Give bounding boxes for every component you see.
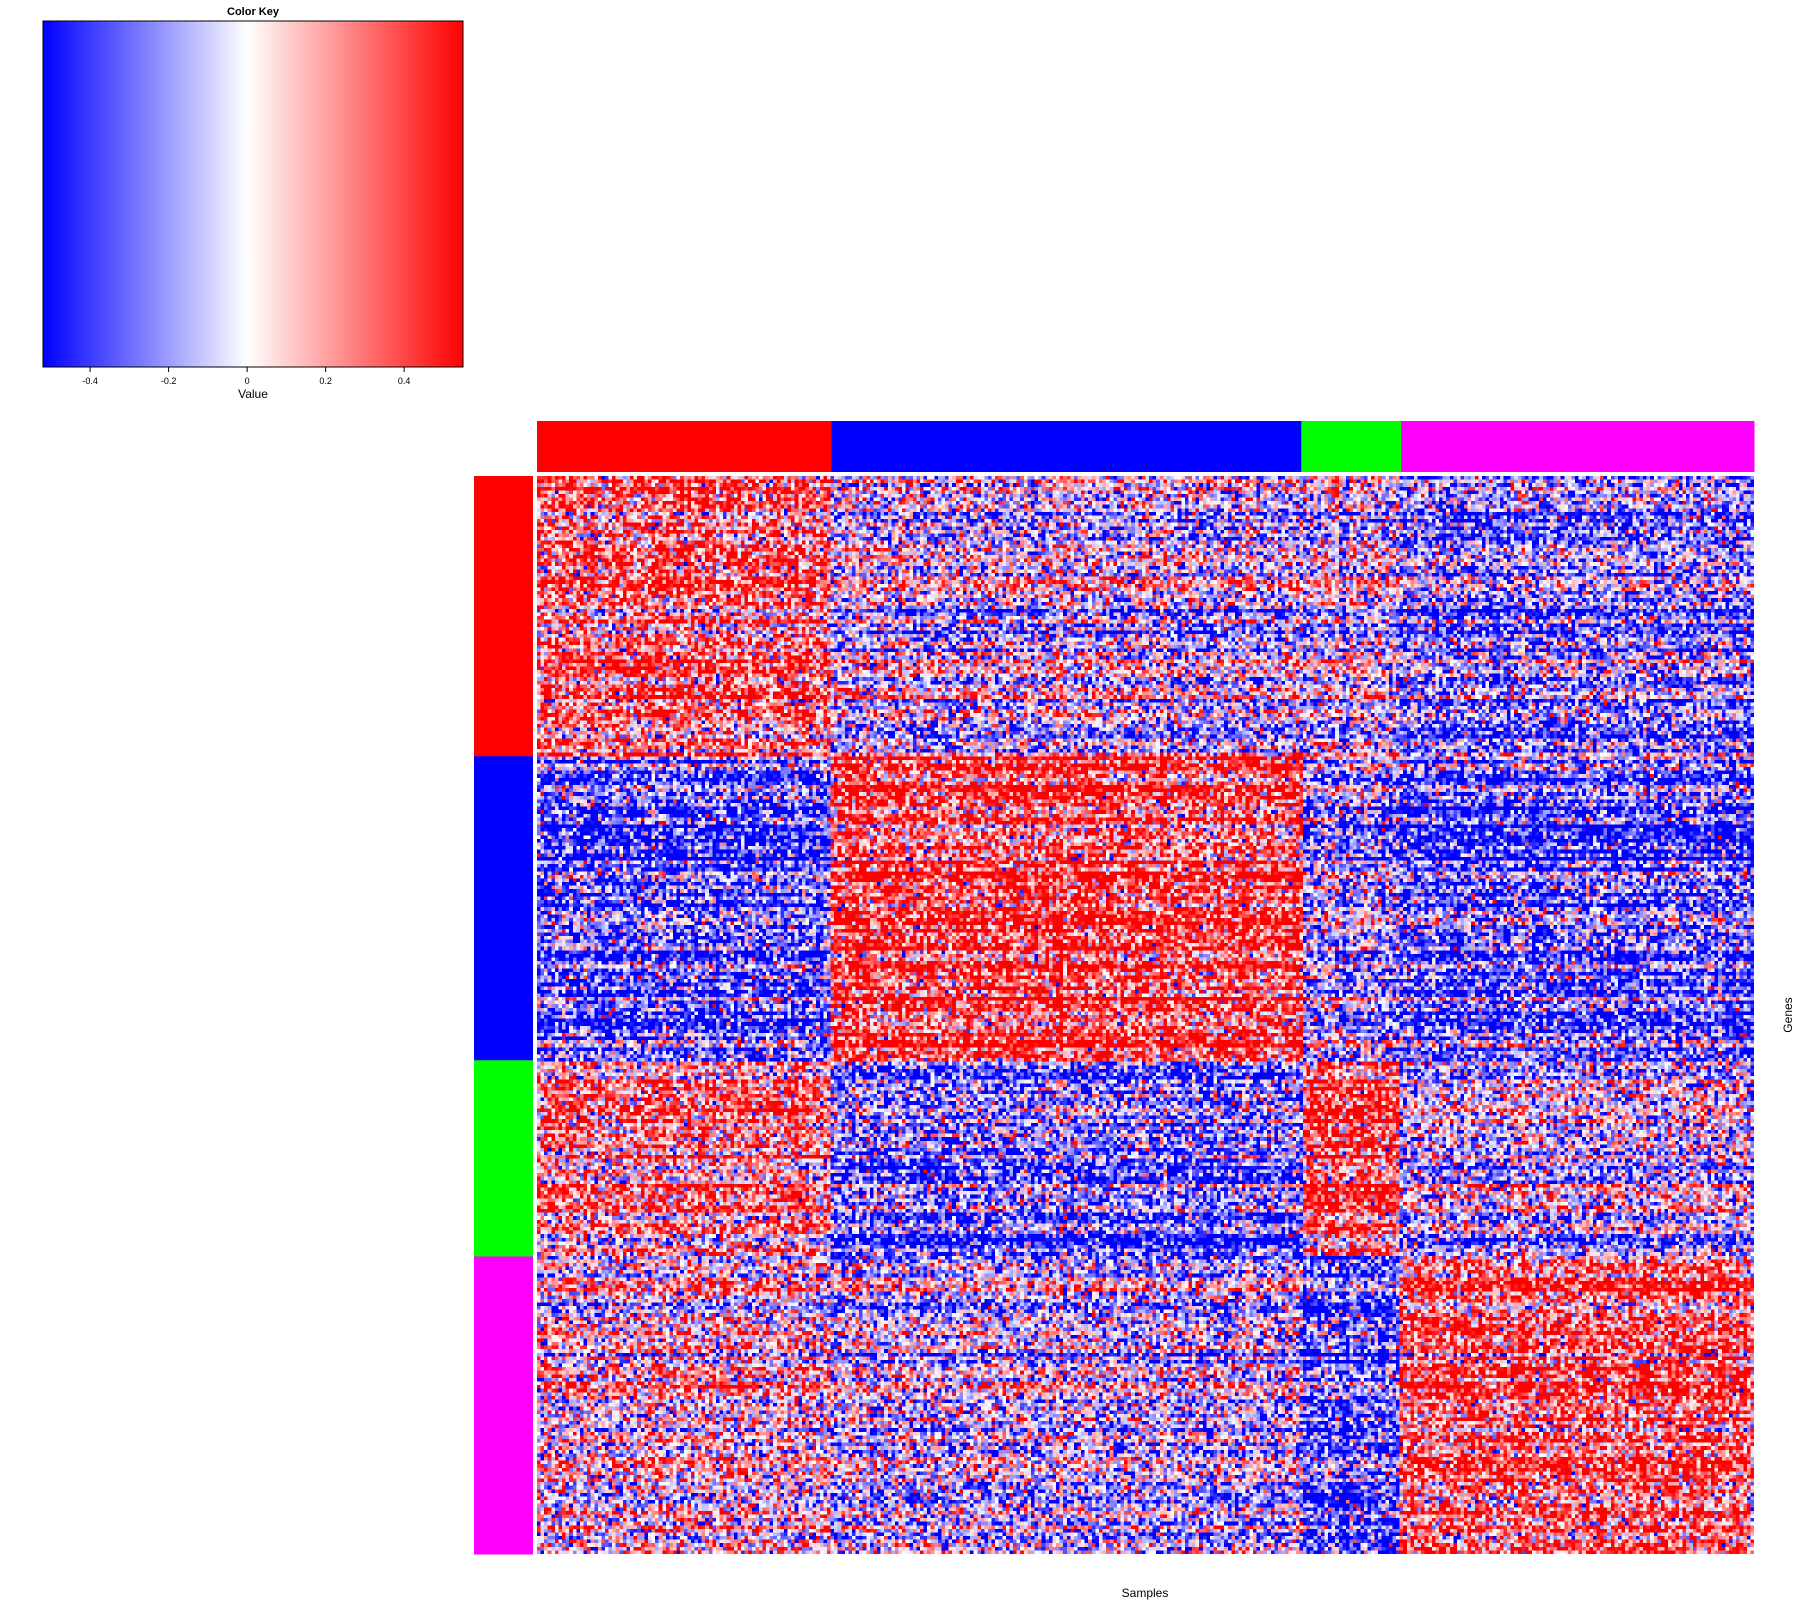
column-group-1 bbox=[537, 421, 833, 472]
color-key-tick-label: 0 bbox=[245, 376, 250, 386]
color-key-label: Value bbox=[238, 387, 268, 401]
column-group-3 bbox=[1301, 421, 1402, 472]
color-key-ticks: -0.4 -0.2 0 0.2 0.4 bbox=[82, 367, 410, 386]
row-side-colors bbox=[474, 476, 533, 1555]
color-key-gradient bbox=[42, 20, 464, 368]
heatmap-body bbox=[537, 476, 1754, 1554]
color-key-tick-label: 0.2 bbox=[319, 376, 332, 386]
column-group-2 bbox=[831, 421, 1302, 472]
column-side-colors bbox=[537, 421, 1755, 472]
color-key: Color Key -0.4 -0.2 0 0.2 0.4 Value bbox=[42, 6, 464, 401]
row-group-3 bbox=[474, 1060, 533, 1257]
x-axis-label: Samples bbox=[1122, 1586, 1169, 1600]
color-key-title: Color Key bbox=[227, 6, 280, 18]
row-group-4 bbox=[474, 1256, 533, 1555]
color-key-tick-label: -0.2 bbox=[161, 376, 177, 386]
row-group-1 bbox=[474, 476, 533, 757]
color-key-tick-label: 0.4 bbox=[398, 376, 411, 386]
column-group-4 bbox=[1401, 421, 1755, 472]
y-axis-label: Genes bbox=[1781, 997, 1795, 1032]
color-key-tick-label: -0.4 bbox=[82, 376, 98, 386]
heatmap-cells bbox=[537, 476, 1754, 1554]
row-group-2 bbox=[474, 756, 533, 1061]
